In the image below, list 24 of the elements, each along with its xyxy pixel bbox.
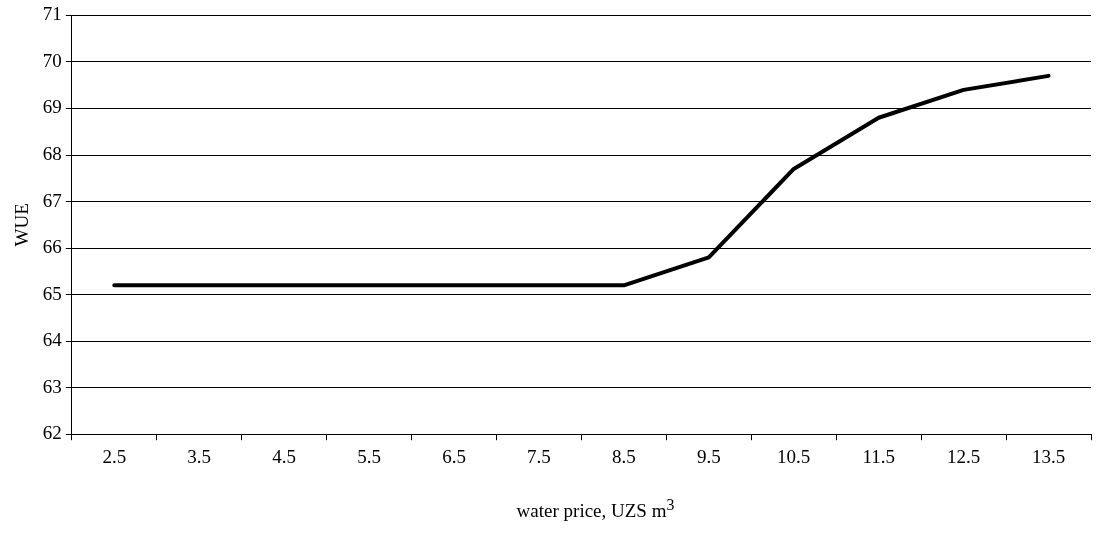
y-tick-label: 71 (42, 3, 62, 25)
x-tick-label: 11.5 (862, 445, 895, 467)
y-tick-label: 69 (42, 96, 62, 118)
x-tick-label: 5.5 (357, 445, 381, 467)
x-tick-label: 2.5 (102, 445, 127, 467)
x-axis-title: water price, UZS m$^{3}$ (515, 496, 676, 523)
y-axis-title: WUE (11, 203, 33, 247)
x-tick-label: 13.5 (1031, 445, 1066, 467)
x-tick-label: 6.5 (442, 445, 466, 467)
y-tick-label: 62 (42, 422, 62, 444)
y-tick-label: 66 (42, 236, 62, 258)
y-tick-label: 63 (42, 375, 62, 397)
y-tick-label: 70 (42, 49, 62, 71)
x-tick-label: 10.5 (777, 445, 811, 467)
x-tick-label: 12.5 (946, 445, 981, 467)
y-tick-label: 64 (42, 329, 63, 351)
y-tick-label: 65 (42, 282, 62, 304)
x-tick-label: 8.5 (611, 445, 636, 467)
x-tick-label: 3.5 (187, 445, 212, 467)
y-tick-label: 68 (42, 142, 62, 164)
y-tick-label: 67 (42, 189, 62, 211)
x-tick-label: 9.5 (696, 445, 721, 467)
x-tick-label: 4.5 (272, 445, 297, 467)
x-tick-label: 7.5 (527, 445, 551, 467)
